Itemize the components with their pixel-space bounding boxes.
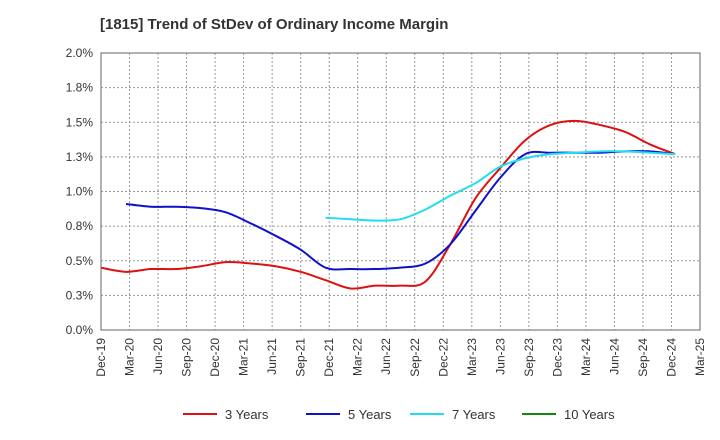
x-tick-label: Sep-24: [636, 338, 650, 377]
x-tick-label: Sep-21: [294, 338, 308, 377]
y-tick-label: 0.8%: [66, 219, 94, 233]
x-tick-label: Dec-20: [208, 338, 222, 377]
y-tick-label: 0.5%: [66, 254, 94, 268]
legend-item: 5 Years: [306, 407, 392, 422]
series-line-5-years: [125, 150, 676, 271]
x-tick-label: Jun-22: [379, 338, 393, 375]
y-tick-label: 2.0%: [66, 46, 94, 60]
grid: [101, 53, 700, 330]
series-line-3-years: [100, 119, 676, 290]
x-tick-label: Mar-20: [123, 338, 137, 376]
legend-label: 3 Years: [225, 407, 269, 422]
x-tick-label: Sep-20: [180, 338, 194, 377]
legend-item: 7 Years: [410, 407, 496, 422]
chart-title: [1815] Trend of StDev of Ordinary Income…: [100, 16, 448, 33]
plot-lines: [100, 119, 676, 290]
x-tick-label: Jun-23: [493, 338, 507, 375]
x-tick-label: Dec-22: [436, 338, 450, 377]
plot-frame: [100, 52, 701, 331]
x-tick-label: Dec-21: [322, 338, 336, 377]
legend: 3 Years 5 Years 7 Years 10 Years: [183, 407, 615, 422]
y-tick-label: 0.3%: [66, 288, 94, 302]
x-tick-label: Dec-19: [94, 338, 108, 377]
x-tick-label: Sep-22: [408, 338, 422, 377]
x-tick-label: Jun-21: [265, 338, 279, 375]
legend-label: 5 Years: [348, 407, 392, 422]
x-tick-label: Dec-23: [550, 338, 564, 377]
legend-item: 10 Years: [522, 407, 615, 422]
legend-label: 10 Years: [564, 407, 615, 422]
x-tick-label: Mar-23: [465, 338, 479, 376]
x-tick-label: Jun-24: [607, 338, 621, 375]
legend-item: 3 Years: [183, 407, 269, 422]
x-tick-label: Dec-24: [664, 338, 678, 377]
y-tick-label: 1.0%: [66, 185, 94, 199]
legend-label: 7 Years: [452, 407, 496, 422]
x-axis-ticks: Dec-19 Mar-20 Jun-20 Sep-20 Dec-20 Mar-21 Jun-…: [94, 338, 707, 377]
x-tick-label: Mar-25: [693, 338, 707, 376]
x-tick-label: Sep-23: [522, 338, 536, 377]
y-tick-label: 1.5%: [66, 115, 94, 129]
x-tick-label: Mar-22: [351, 338, 365, 376]
y-tick-label: 0.0%: [66, 323, 94, 337]
x-tick-label: Mar-21: [237, 338, 251, 376]
x-tick-label: Mar-24: [579, 338, 593, 376]
y-axis-ticks: 0.0% 0.3% 0.5% 0.8% 1.0% 1.3% 1.5% 1.8% 2.0%: [66, 46, 94, 337]
x-tick-label: Jun-20: [151, 338, 165, 375]
y-tick-label: 1.3%: [66, 150, 94, 164]
series-line-7-years: [325, 150, 676, 222]
y-tick-label: 1.8%: [66, 81, 94, 95]
